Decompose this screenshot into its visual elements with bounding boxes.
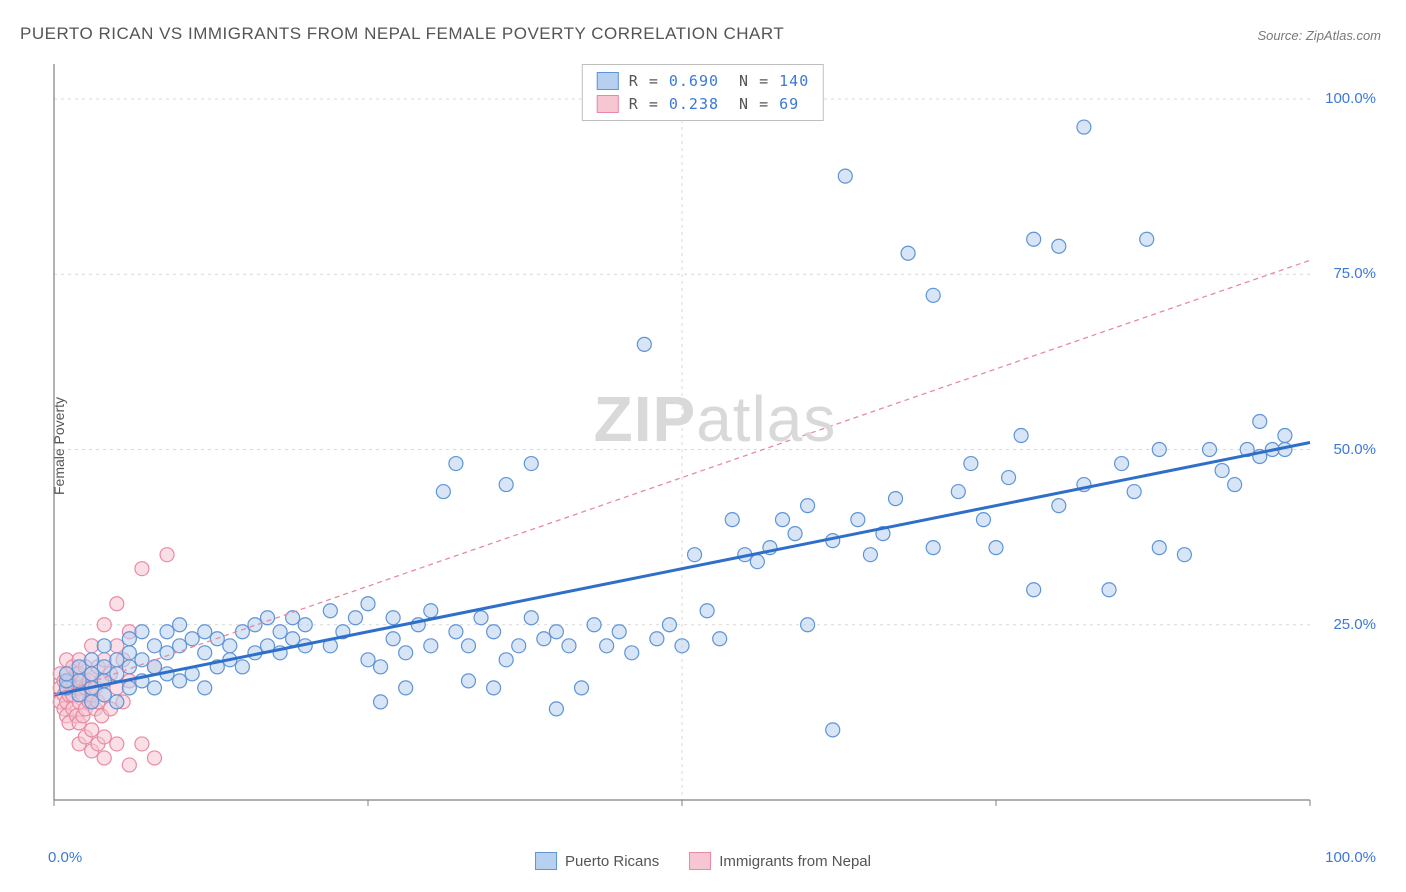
legend-swatch-pink xyxy=(597,95,619,113)
source-attribution: Source: ZipAtlas.com xyxy=(1257,28,1381,43)
series-legend: Puerto Ricans Immigrants from Nepal xyxy=(535,852,871,870)
scatter-svg xyxy=(50,60,1380,840)
correlation-legend: R =0.690 N =140 R =0.238 N = 69 xyxy=(582,64,824,121)
legend-row-series-1: R =0.690 N =140 xyxy=(597,70,809,93)
legend-swatch-pink xyxy=(689,852,711,870)
y-tick-100: 100.0% xyxy=(1325,90,1376,107)
legend-item-puerto-ricans: Puerto Ricans xyxy=(535,852,659,870)
legend-label: Puerto Ricans xyxy=(565,853,659,870)
y-tick-75: 75.0% xyxy=(1333,265,1376,282)
y-tick-50: 50.0% xyxy=(1333,441,1376,458)
chart-title: PUERTO RICAN VS IMMIGRANTS FROM NEPAL FE… xyxy=(20,24,784,44)
legend-label: Immigrants from Nepal xyxy=(719,853,871,870)
legend-swatch-blue xyxy=(597,72,619,90)
legend-item-nepal: Immigrants from Nepal xyxy=(689,852,871,870)
legend-row-series-2: R =0.238 N = 69 xyxy=(597,93,809,116)
x-tick-min: 0.0% xyxy=(48,849,82,866)
x-tick-max: 100.0% xyxy=(1325,849,1376,866)
y-tick-25: 25.0% xyxy=(1333,616,1376,633)
plot-area: ZIPatlas xyxy=(50,60,1380,840)
legend-swatch-blue xyxy=(535,852,557,870)
